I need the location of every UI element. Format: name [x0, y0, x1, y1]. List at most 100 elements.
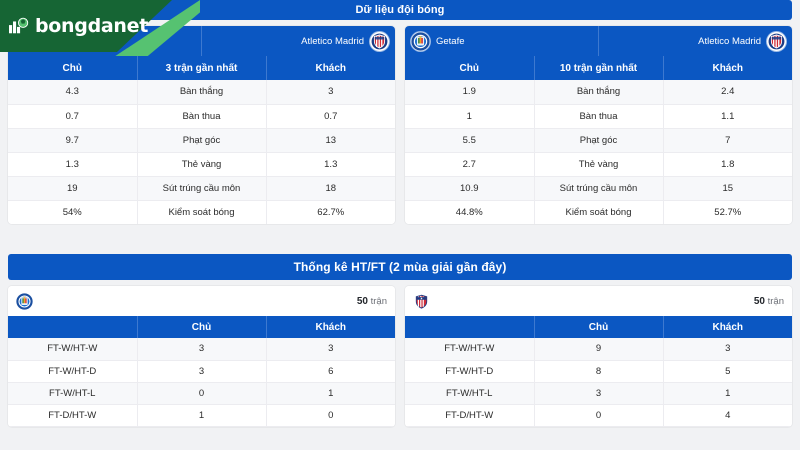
htft-away-value: 6: [265, 360, 395, 383]
htft-col-away: Khách: [265, 316, 395, 338]
home-team-cell[interactable]: Getafe: [8, 26, 201, 56]
htft-match-count: 50 trận: [754, 296, 784, 307]
stat-col-away: Khách: [265, 56, 395, 80]
table-row: FT-W/HT-D 8 5: [405, 360, 792, 383]
table-row: 19 Sút trúng cầu môn 18: [8, 176, 395, 201]
htft-away-value: 1: [265, 382, 395, 405]
htft-panels: 50 trận Chủ Khách FT-W/HT-W 3 3: [8, 286, 792, 427]
htft-col-label: [405, 316, 534, 338]
htft-away-value: 1: [662, 382, 792, 405]
htft-row-label: FT-W/HT-L: [405, 382, 534, 405]
stat-away-value: 62.7%: [265, 200, 395, 224]
table-row: FT-W/HT-L 3 1: [405, 382, 792, 405]
stat-home-value: 19: [8, 176, 137, 201]
htft-col-label: [8, 316, 137, 338]
table-row: FT-W/HT-W 3 3: [8, 338, 395, 361]
htft-match-count: 50 trận: [357, 296, 387, 307]
stat-metric-label: Kiểm soát bóng: [136, 200, 266, 224]
htft-col-away: Khách: [662, 316, 792, 338]
htft-table-atletico: Chủ Khách FT-W/HT-W 9 3 FT-W/HT-D 8 5: [405, 316, 792, 427]
stat-metric-label: Bàn thua: [136, 104, 266, 129]
table-row: 1 Bàn thua 1.1: [405, 104, 792, 129]
htft-away-value: 3: [265, 338, 395, 361]
table-row: 4.3 Bàn thắng 3: [8, 80, 395, 105]
htft-home-value: 9: [533, 338, 663, 361]
stat-home-value: 1.9: [405, 80, 534, 105]
away-team-cell[interactable]: Atletico Madrid: [201, 26, 395, 56]
home-team-name: Getafe: [436, 35, 465, 47]
htft-row-label: FT-D/HT-W: [405, 404, 534, 427]
htft-away-value: 5: [662, 360, 792, 383]
team-stat-table-last10: Chủ 10 trận gần nhất Khách 1.9 Bàn thắng…: [405, 56, 792, 224]
getafe-crest-icon: [14, 31, 33, 51]
stat-home-value: 2.7: [405, 152, 534, 177]
stat-metric-label: Sút trúng cầu môn: [136, 176, 266, 201]
stat-col-metric: 3 trận gần nhất: [136, 56, 266, 80]
table-row: 10.9 Sút trúng cầu môn 15: [405, 176, 792, 201]
stat-home-value: 4.3: [8, 80, 137, 105]
home-team-name: Getafe: [39, 35, 68, 47]
htft-row-label: FT-D/HT-W: [8, 404, 137, 427]
htft-section-title-text: Thống kê HT/FT (2 mùa giải gần đây): [293, 260, 507, 274]
htft-match-count-value: 50: [356, 295, 368, 307]
stat-away-value: 2.4: [662, 80, 792, 105]
stat-metric-label: Phạt góc: [533, 128, 663, 153]
htft-panel-header: 50 trận: [405, 286, 792, 316]
stat-home-value: 1.3: [8, 152, 137, 177]
htft-home-value: 3: [136, 338, 266, 361]
stat-home-value: 10.9: [405, 176, 534, 201]
stat-away-value: 15: [662, 176, 792, 201]
htft-row-label: FT-W/HT-D: [8, 360, 137, 383]
htft-away-value: 4: [662, 404, 792, 427]
stat-away-value: 18: [265, 176, 395, 201]
table-row: 5.5 Phạt góc 7: [405, 128, 792, 153]
htft-panel-getafe: 50 trận Chủ Khách FT-W/HT-W 3 3: [8, 286, 395, 427]
atletico-madrid-crest-icon: [413, 292, 430, 310]
team-data-panel-last3: Getafe Atletico Madrid Chủ 3 trận gần nh…: [8, 26, 395, 224]
stat-away-value: 3: [265, 80, 395, 105]
table-row: 44.8% Kiểm soát bóng 52.7%: [405, 200, 792, 224]
htft-home-value: 3: [136, 360, 266, 383]
stat-metric-label: Bàn thua: [533, 104, 663, 129]
getafe-crest-icon: [16, 292, 33, 310]
away-team-cell[interactable]: Atletico Madrid: [598, 26, 792, 56]
htft-match-count-unit: trận: [370, 295, 387, 307]
stat-col-away: Khách: [662, 56, 792, 80]
away-team-name: Atletico Madrid: [698, 35, 761, 47]
htft-row-label: FT-W/HT-W: [8, 338, 137, 361]
htft-col-home: Chủ: [533, 316, 663, 338]
htft-away-value: 0: [265, 404, 395, 427]
table-row: FT-W/HT-D 3 6: [8, 360, 395, 383]
htft-away-value: 3: [662, 338, 792, 361]
htft-match-count-unit: trận: [767, 295, 784, 307]
table-row: 1.3 Thẻ vàng 1.3: [8, 152, 395, 177]
htft-header-row: Chủ Khách: [405, 316, 792, 338]
stat-metric-label: Bàn thắng: [533, 80, 663, 105]
stat-away-value: 7: [662, 128, 792, 153]
htft-home-value: 0: [136, 382, 266, 405]
stat-header-row: Chủ 10 trận gần nhất Khách: [405, 56, 792, 80]
atletico-madrid-crest-icon: [370, 31, 389, 51]
stat-home-value: 54%: [8, 200, 137, 224]
getafe-crest-icon: [411, 31, 430, 51]
htft-col-home: Chủ: [136, 316, 266, 338]
htft-home-value: 1: [136, 404, 266, 427]
stat-away-value: 0.7: [265, 104, 395, 129]
team-data-panel-last10: Getafe Atletico Madrid Chủ 10 trận gần n…: [405, 26, 792, 224]
table-row: 1.9 Bàn thắng 2.4: [405, 80, 792, 105]
stat-header-row: Chủ 3 trận gần nhất Khách: [8, 56, 395, 80]
htft-home-value: 8: [533, 360, 663, 383]
htft-row-label: FT-W/HT-D: [405, 360, 534, 383]
stat-metric-label: Sút trúng cầu môn: [533, 176, 663, 201]
home-team-cell[interactable]: Getafe: [405, 26, 598, 56]
stat-away-value: 1.3: [265, 152, 395, 177]
stat-col-metric: 10 trận gần nhất: [533, 56, 663, 80]
htft-panel-atletico: 50 trận Chủ Khách FT-W/HT-W 9 3: [405, 286, 792, 427]
team-data-section-title: Dữ liệu đội bóng: [8, 0, 792, 20]
stat-home-value: 0.7: [8, 104, 137, 129]
stat-home-value: 5.5: [405, 128, 534, 153]
table-row: FT-W/HT-W 9 3: [405, 338, 792, 361]
stat-metric-label: Bàn thắng: [136, 80, 266, 105]
stat-home-value: 9.7: [8, 128, 137, 153]
team-header-row: Getafe Atletico Madrid: [405, 26, 792, 56]
